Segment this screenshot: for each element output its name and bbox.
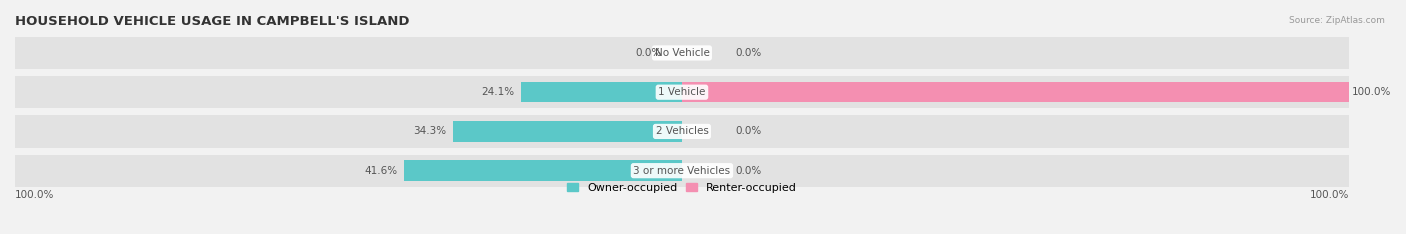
Text: 0.0%: 0.0% [735,48,762,58]
Bar [15,155,682,187]
Text: Source: ZipAtlas.com: Source: ZipAtlas.com [1289,16,1385,25]
Text: 1 Vehicle: 1 Vehicle [658,87,706,97]
Legend: Owner-occupied, Renter-occupied: Owner-occupied, Renter-occupied [562,178,801,197]
Bar [453,121,682,142]
Text: 2 Vehicles: 2 Vehicles [655,126,709,136]
Text: HOUSEHOLD VEHICLE USAGE IN CAMPBELL'S ISLAND: HOUSEHOLD VEHICLE USAGE IN CAMPBELL'S IS… [15,15,409,28]
Text: 100.0%: 100.0% [1309,190,1348,200]
Bar [15,76,682,108]
Bar [682,37,1348,69]
Text: 0.0%: 0.0% [636,48,662,58]
Text: 41.6%: 41.6% [364,166,398,176]
Bar [682,155,1348,187]
Bar [15,37,682,69]
Text: 24.1%: 24.1% [481,87,515,97]
Text: 0.0%: 0.0% [735,166,762,176]
Text: No Vehicle: No Vehicle [655,48,710,58]
Bar [682,82,1348,102]
Text: 100.0%: 100.0% [15,190,55,200]
Text: 34.3%: 34.3% [413,126,447,136]
Text: 100.0%: 100.0% [1353,87,1392,97]
Bar [15,115,682,147]
Bar [522,82,682,102]
Text: 0.0%: 0.0% [735,126,762,136]
Bar [682,115,1348,147]
Bar [682,76,1348,108]
Text: 3 or more Vehicles: 3 or more Vehicles [633,166,731,176]
Bar [405,161,682,181]
